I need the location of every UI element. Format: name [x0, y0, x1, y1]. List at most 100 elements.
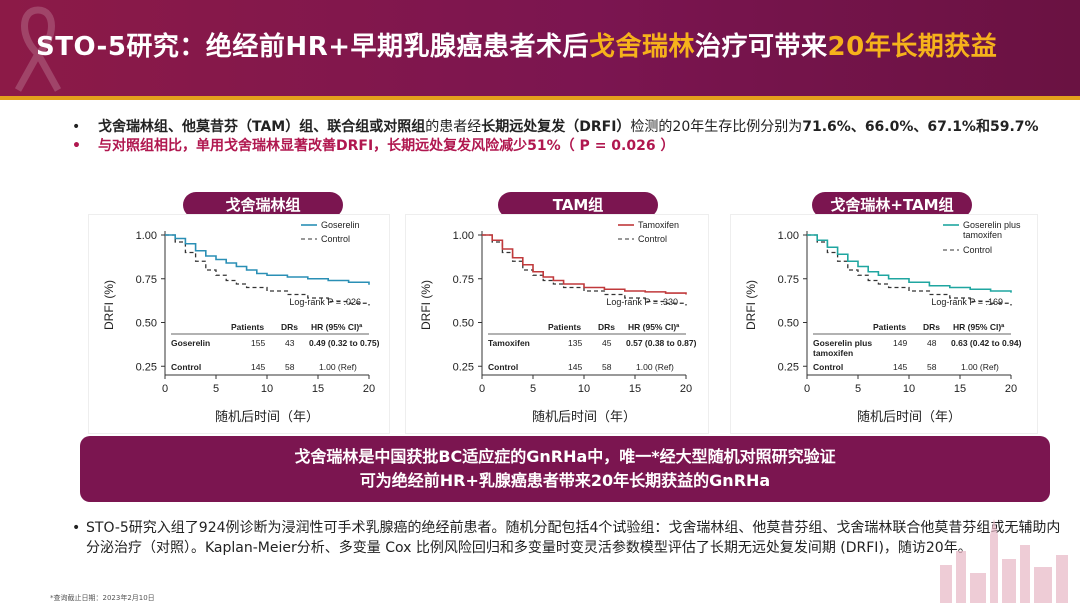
banner-line-2: 可为绝经前HR+乳腺癌患者带来20年长期获益的GnRHa	[359, 471, 771, 490]
table-row-control-drs: 58	[927, 362, 937, 372]
bullet-risk-reduction: • 与对照组相比，单用戈舍瑞林显著改善DRFI，长期远处复发风险减少51%（ P…	[72, 138, 675, 154]
legend-label-treatment-cont: tamoxifen	[963, 230, 1002, 240]
chart-pill-tamoxifen: TAM组	[498, 192, 658, 218]
table-row-control-hr: 1.00 (Ref)	[961, 362, 999, 372]
table-row-control-patients: 145	[568, 362, 582, 372]
table-row-control-drs: 58	[285, 362, 295, 372]
chart-pill-goserelin: 戈舍瑞林组	[183, 192, 343, 218]
logrank-label: Log-rank P = .026	[289, 297, 361, 307]
table-row-treatment-patients: 149	[893, 338, 907, 348]
table-header-patients: Patients	[231, 322, 264, 332]
bullet-survival-rates: • 戈舍瑞林组、他莫昔芬（TAM）组、联合组或对照组的患者经长期远处复发（DRF…	[72, 119, 1039, 135]
km-chart-tamoxifen-svg: 1.00 0.75 0.50 0.25 0 5 10 15 20 DRFI (%) 随机后时间（年）…	[419, 220, 697, 424]
logrank-label: Log-rank P = .330	[606, 297, 678, 307]
table-row-treatment-name: Goserelin	[171, 338, 210, 348]
y-tick-label: 0.50	[453, 318, 474, 330]
y-tick-label: 0.50	[778, 318, 799, 330]
table-row-treatment-patients: 135	[568, 338, 582, 348]
legend-label-control: Control	[963, 245, 992, 255]
series-line-treatment	[807, 234, 1012, 293]
y-axis-label: DRFI (%)	[744, 280, 758, 330]
header-underline	[0, 96, 1080, 100]
y-tick-label: 0.75	[453, 274, 474, 286]
x-tick-label: 0	[804, 383, 810, 395]
y-tick-label: 0.50	[136, 318, 157, 330]
y-tick-label: 1.00	[778, 230, 799, 242]
x-tick-label: 0	[479, 383, 485, 395]
x-tick-label: 5	[855, 383, 861, 395]
summary-bullets: • 戈舍瑞林组、他莫昔芬（TAM）组、联合组或对照组的患者经长期远处复发（DRF…	[72, 118, 1062, 156]
table-header-hr: HR (95% CI)ª	[628, 322, 680, 332]
y-axis-label: DRFI (%)	[419, 280, 433, 330]
table-header-drs: DRs	[923, 322, 940, 332]
y-tick-label: 0.25	[136, 361, 157, 373]
legend-label-treatment: Goserelin plus	[963, 220, 1021, 230]
table-header-hr: HR (95% CI)ª	[311, 322, 363, 332]
km-chart-combo: 1.00 0.75 0.50 0.25 0 5 10 15 20 DRFI (%) 随机后时间（年）…	[730, 214, 1038, 434]
x-tick-label: 20	[680, 383, 692, 395]
table-row-control-name: Control	[813, 362, 843, 372]
table-header-hr: HR (95% CI)ª	[953, 322, 1005, 332]
legend-label-control: Control	[638, 234, 667, 244]
table-row-treatment-drs: 48	[927, 338, 937, 348]
x-axis-label: 随机后时间（年）	[532, 409, 636, 424]
x-tick-label: 10	[903, 383, 915, 395]
y-tick-label: 0.75	[778, 274, 799, 286]
legend-label-treatment: Goserelin	[321, 220, 360, 230]
study-description: • STO-5研究入组了924例诊断为浸润性可手术乳腺癌的绝经前患者。随机分配包…	[72, 520, 1061, 556]
x-tick-label: 20	[363, 383, 375, 395]
km-chart-combo-svg: 1.00 0.75 0.50 0.25 0 5 10 15 20 DRFI (%) 随机后时间（年）…	[744, 220, 1022, 424]
x-axis-label: 随机后时间（年）	[857, 409, 961, 424]
legend-label-treatment: Tamoxifen	[638, 220, 679, 230]
header-bar: STO-5研究：绝经前HR+早期乳腺癌患者术后戈舍瑞林治疗可带来20年长期获益	[0, 0, 1080, 96]
table-row-treatment-name-cont: tamoxifen	[813, 348, 853, 358]
series-line-control	[482, 234, 687, 306]
table-row-control-name: Control	[488, 362, 518, 372]
series-line-control	[807, 234, 1012, 306]
y-axis-label: DRFI (%)	[102, 280, 116, 330]
table-header-patients: Patients	[548, 322, 581, 332]
series-line-treatment	[165, 234, 370, 285]
series-line-treatment	[482, 234, 687, 295]
table-header-drs: DRs	[598, 322, 615, 332]
km-chart-tamoxifen: 1.00 0.75 0.50 0.25 0 5 10 15 20 DRFI (%) 随机后时间（年）…	[405, 214, 709, 434]
x-tick-label: 15	[954, 383, 966, 395]
table-row-control-patients: 145	[251, 362, 265, 372]
series-line-control	[165, 234, 370, 306]
table-row-control-name: Control	[171, 362, 201, 372]
y-tick-label: 1.00	[453, 230, 474, 242]
table-row-control-hr: 1.00 (Ref)	[636, 362, 674, 372]
table-row-treatment-drs: 43	[285, 338, 295, 348]
banner-line-1: 戈舍瑞林是中国获批BC适应症的GnRHa中，唯一*经大型随机对照研究验证	[294, 447, 836, 466]
key-message-banner: 戈舍瑞林是中国获批BC适应症的GnRHa中，唯一*经大型随机对照研究验证 可为绝…	[80, 436, 1050, 502]
km-chart-goserelin: 1.00 0.75 0.50 0.25 0 5 10 15 20 DRFI (%) 随机后时间（年）…	[88, 214, 390, 434]
table-row-treatment-hr: 0.57 (0.38 to 0.87)	[626, 338, 697, 348]
legend-label-control: Control	[321, 234, 350, 244]
x-tick-label: 10	[261, 383, 273, 395]
x-tick-label: 0	[162, 383, 168, 395]
table-row-control-drs: 58	[602, 362, 612, 372]
pink-ribbon-icon	[14, 6, 62, 92]
table-row-control-patients: 145	[893, 362, 907, 372]
km-chart-goserelin-svg: 1.00 0.75 0.50 0.25 0 5 10 15 20 DRFI (%) 随机后时间（年）…	[102, 220, 380, 424]
x-tick-label: 15	[312, 383, 324, 395]
footnote: *查询截止日期：2023年2月10日	[50, 594, 155, 602]
table-row-treatment-patients: 155	[251, 338, 265, 348]
y-tick-label: 1.00	[136, 230, 157, 242]
logrank-label: Log-rank P = .169	[931, 297, 1003, 307]
table-row-treatment-hr: 0.63 (0.42 to 0.94)	[951, 338, 1022, 348]
y-tick-label: 0.75	[136, 274, 157, 286]
x-tick-label: 15	[629, 383, 641, 395]
y-tick-label: 0.25	[778, 361, 799, 373]
y-tick-label: 0.25	[453, 361, 474, 373]
x-tick-label: 5	[213, 383, 219, 395]
x-axis-label: 随机后时间（年）	[215, 409, 319, 424]
table-row-treatment-name: Tamoxifen	[488, 338, 530, 348]
table-row-control-hr: 1.00 (Ref)	[319, 362, 357, 372]
chart-pill-combo: 戈舍瑞林+TAM组	[812, 192, 972, 218]
table-row-treatment-name: Goserelin plus	[813, 338, 872, 348]
page-title: STO-5研究：绝经前HR+早期乳腺癌患者术后戈舍瑞林治疗可带来20年长期获益	[36, 32, 998, 62]
x-tick-label: 5	[530, 383, 536, 395]
table-header-patients: Patients	[873, 322, 906, 332]
city-skyline-decoration	[940, 519, 1068, 603]
